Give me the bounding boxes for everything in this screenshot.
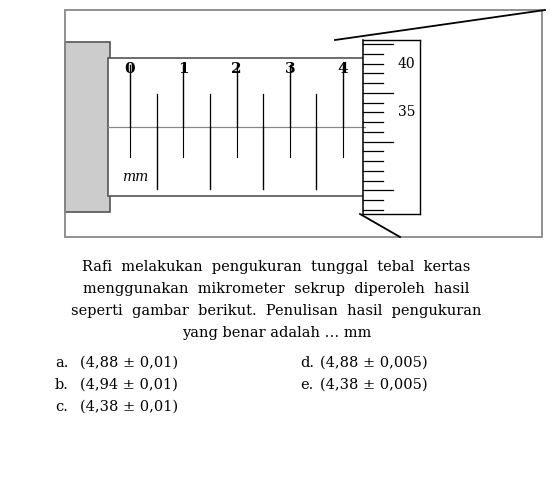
Text: (4,88 ± 0,01): (4,88 ± 0,01) bbox=[80, 356, 178, 370]
Text: (4,94 ± 0,01): (4,94 ± 0,01) bbox=[80, 378, 178, 392]
Text: 35: 35 bbox=[398, 106, 415, 120]
Text: d.: d. bbox=[300, 356, 314, 370]
Text: 4: 4 bbox=[338, 62, 348, 76]
Text: (4,38 ± 0,005): (4,38 ± 0,005) bbox=[320, 378, 427, 392]
Text: yang benar adalah … mm: yang benar adalah … mm bbox=[182, 326, 371, 340]
Text: mm: mm bbox=[122, 170, 148, 184]
Bar bbox=[108, 58, 365, 196]
Text: e.: e. bbox=[300, 378, 313, 392]
Text: c.: c. bbox=[55, 400, 68, 414]
Text: 40: 40 bbox=[398, 56, 416, 70]
Bar bbox=[65, 42, 110, 212]
Bar bbox=[65, 10, 542, 237]
Text: menggunakan  mikrometer  sekrup  diperoleh  hasil: menggunakan mikrometer sekrup diperoleh … bbox=[84, 282, 469, 296]
Text: 1: 1 bbox=[178, 62, 189, 76]
Text: b.: b. bbox=[55, 378, 69, 392]
Text: 2: 2 bbox=[231, 62, 242, 76]
Text: Rafi  melakukan  pengukuran  tunggal  tebal  kertas: Rafi melakukan pengukuran tunggal tebal … bbox=[82, 260, 471, 274]
Text: 3: 3 bbox=[284, 62, 295, 76]
Text: (4,38 ± 0,01): (4,38 ± 0,01) bbox=[80, 400, 178, 414]
Text: a.: a. bbox=[55, 356, 69, 370]
Bar bbox=[363, 40, 420, 214]
Text: (4,88 ± 0,005): (4,88 ± 0,005) bbox=[320, 356, 427, 370]
Text: seperti  gambar  berikut.  Penulisan  hasil  pengukuran: seperti gambar berikut. Penulisan hasil … bbox=[71, 304, 482, 318]
Text: 0: 0 bbox=[124, 62, 135, 76]
